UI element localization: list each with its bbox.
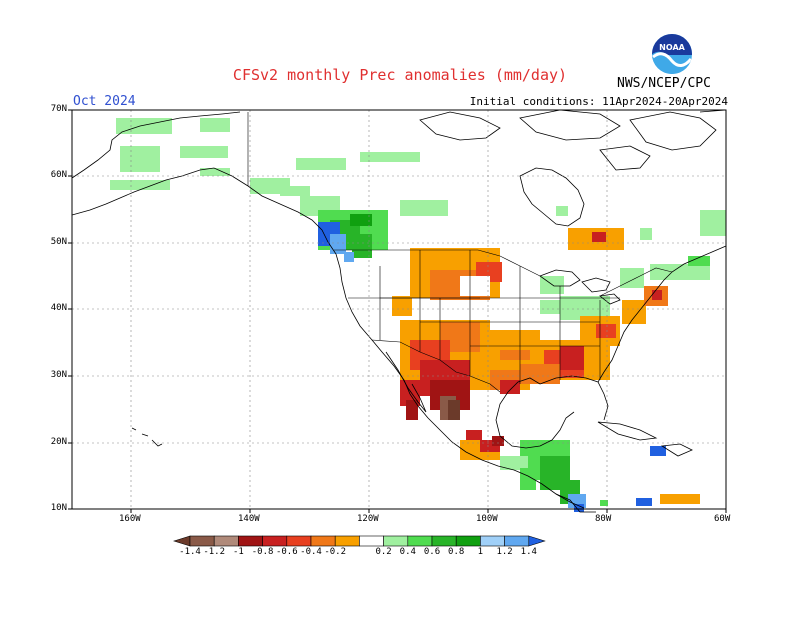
anomaly-cell [660,494,700,504]
colorbar-swatch [407,535,433,547]
anomaly-cell [560,346,584,370]
colorbar-swatch [334,535,360,547]
colorbar-swatch [262,535,288,547]
svg-text:NOAA: NOAA [659,43,685,52]
colorbar-label: -0.6 [275,547,298,557]
graticule [72,110,726,509]
axis-ticks [68,109,727,513]
anomaly-cell [280,186,310,196]
map-title: CFSv2 monthly Prec anomalies (mm/day) [232,66,568,84]
anomaly-cell [574,504,584,512]
anomaly-cell [650,264,710,280]
anomaly-cell [200,118,230,132]
colorbar-swatch [455,535,481,547]
anomaly-cell [296,158,346,170]
colorbar-swatch [286,535,312,547]
colorbar-label: 1.2 [496,547,513,557]
anomaly-cell [650,446,666,456]
colorbar-label: 1.4 [520,547,537,557]
anomaly-cell [700,210,726,236]
anomaly-cell [460,276,490,296]
anomaly-cell [520,470,536,490]
anomaly-cell [330,234,346,254]
colorbar-label: 1 [477,547,484,557]
colorbar-swatch [213,535,239,547]
lat-label: 50N [50,237,67,247]
colorbar-label: 0.6 [423,547,441,557]
colorbar-swatch [310,535,336,547]
noaa-logo-icon: NOAA [651,33,693,75]
political-borders [247,112,673,393]
anomaly-cell [120,146,160,172]
lon-label: 100W [476,514,498,524]
anomaly-cell [652,290,662,300]
anomaly-cell [180,146,228,158]
colorbar-label: -1 [232,547,244,557]
colorbar-label: 0.4 [399,547,416,557]
anomaly-cell [636,498,652,506]
colorbar-swatch [480,535,505,547]
anomaly-cell [110,180,170,190]
anomaly-cell [556,206,568,216]
coastlines [71,109,727,513]
anomaly-cell [592,232,606,242]
colorbar-label: -0.4 [300,547,322,557]
lon-label: 140W [238,514,260,524]
anomaly-cell [344,252,354,262]
anomaly-cell [520,364,560,384]
anomaly-cell [500,456,520,470]
lon-label: 160W [119,514,141,524]
lon-label: 120W [357,514,379,524]
anomaly-field [110,118,726,512]
colorbar-label: -0.2 [324,547,347,557]
lat-label: 70N [50,104,67,114]
agency-label: NWS/NCEP/CPC [617,76,711,91]
colorbar-swatch [431,535,457,547]
initial-conditions: Initial conditions: 11Apr2024-20Apr2024 [469,95,728,108]
anomaly-cell [540,300,560,314]
anomaly-cell [520,456,528,468]
lon-label: 60W [714,514,731,524]
anomaly-cell [600,500,608,506]
lat-label: 10N [50,503,67,513]
lon-label: 80W [595,514,612,524]
colorbar-low-arrow [172,535,191,547]
anomaly-cell [392,296,412,316]
colorbar-label: 0.2 [375,547,392,557]
colorbar-label: -1.2 [203,547,226,557]
lat-label: 40N [50,303,67,313]
anomaly-cell [466,430,482,440]
anomaly-cell [640,228,652,240]
anomaly-cell [352,234,372,258]
anomaly-cell [406,400,418,420]
anomaly-cell [400,200,448,216]
colorbar-label: -1.4 [179,547,201,557]
lat-label: 30N [50,370,67,380]
anomaly-cell [350,214,372,226]
anomaly-cell [500,380,520,394]
colorbar-swatch [383,535,409,547]
colorbar-high-arrow [528,535,546,547]
colorbar-label: 0.8 [448,547,465,557]
colorbar-swatch [359,535,384,547]
anomaly-cell [596,324,616,338]
lat-label: 20N [50,437,67,447]
forecast-period: Oct 2024 [73,94,136,109]
colorbar-label: -0.8 [251,547,274,557]
anomaly-cell [448,400,460,420]
colorbar-swatch [189,535,215,547]
colorbar-swatch [238,535,263,547]
anomaly-cell [622,300,646,324]
colorbar-swatch [504,535,530,547]
anomaly-cell [200,168,230,176]
lat-label: 60N [50,170,67,180]
anomaly-cell [688,256,710,266]
anomaly-cell [360,152,420,162]
anomaly-cell [492,436,504,446]
